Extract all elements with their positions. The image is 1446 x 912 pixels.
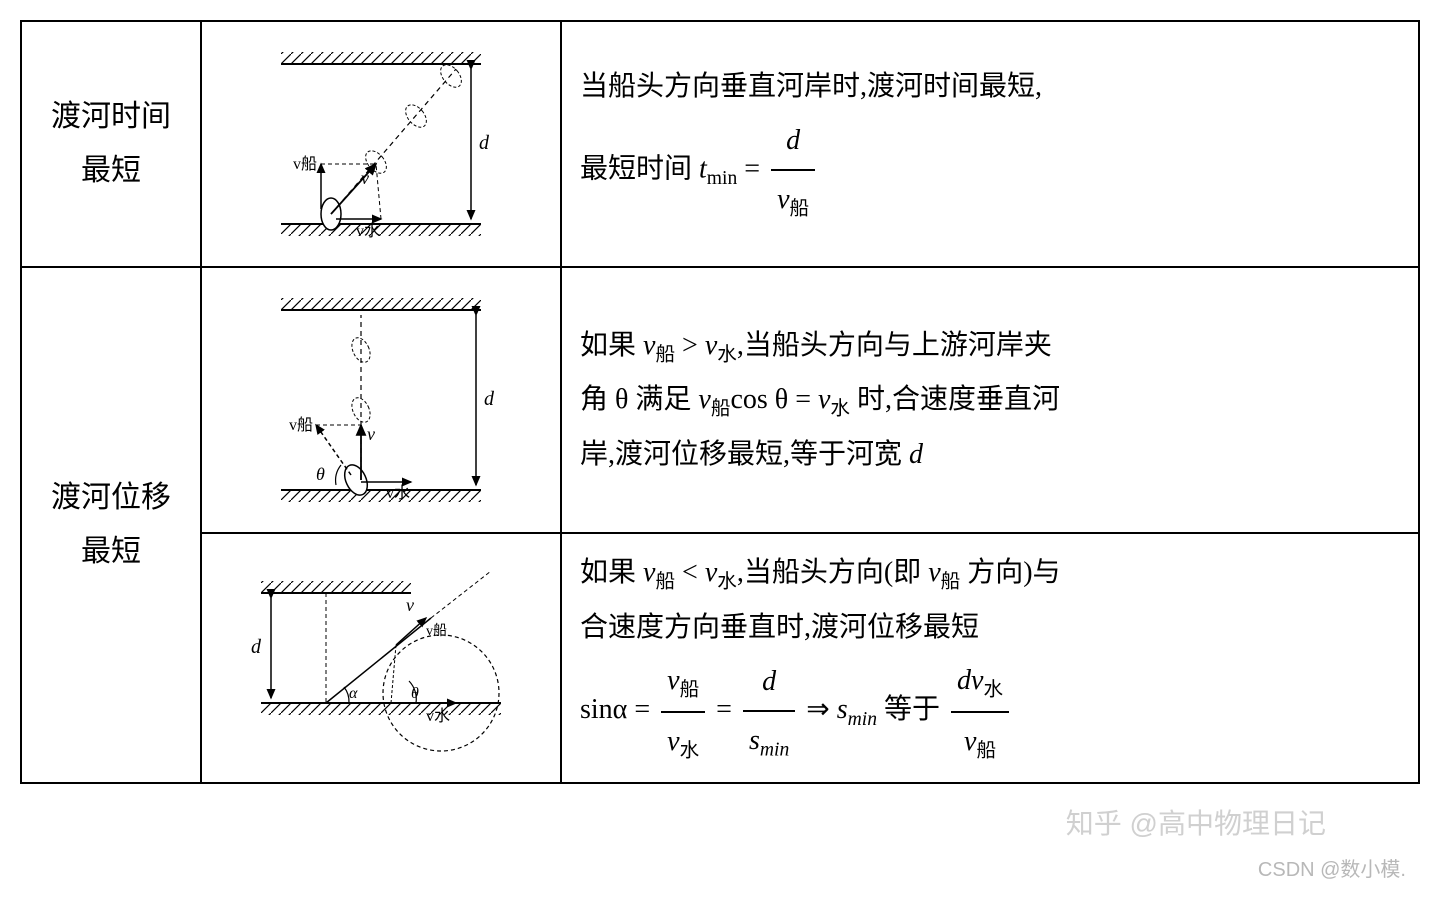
- d3-v2s: 水: [717, 572, 737, 593]
- v-boat-label: v船: [293, 155, 317, 173]
- alpha-label: α: [349, 685, 358, 702]
- header-text-1a: 渡河时间: [51, 100, 171, 133]
- fraction-3c: dv水 v船: [951, 654, 1009, 770]
- d3-l1b: ,当船头方向(即: [737, 557, 928, 588]
- header-text-2a: 渡河位移: [51, 481, 171, 514]
- frac1-num: d: [786, 125, 800, 156]
- watermark-csdn: CSDN @数小模.: [1258, 853, 1406, 882]
- diagram-1: d v船 v水 v: [241, 34, 521, 254]
- header-text-2b: 最短: [81, 535, 141, 568]
- f3b-ds: s: [749, 725, 760, 756]
- d3-ss: min: [848, 709, 877, 730]
- d2-v4: v: [818, 384, 830, 415]
- watermark-zhihu: 知乎 @高中物理日记: [1066, 802, 1326, 842]
- d3-eqt: 等于: [884, 694, 947, 725]
- tmin-var: t: [699, 153, 707, 184]
- d3-l2: 合速度方向垂直时,渡河位移最短: [580, 612, 979, 643]
- d2-v1: v: [643, 330, 655, 361]
- theta-label-3: θ: [411, 685, 419, 702]
- f3c-dv: v: [964, 726, 976, 757]
- f3a-ds: 水: [680, 740, 700, 761]
- f3a-dv: v: [667, 726, 679, 757]
- desc-1-line2a: 最短时间: [580, 153, 699, 184]
- v-boat-label-2: v船: [289, 416, 313, 434]
- diagram-3: d α v v船 v水 θ: [231, 553, 531, 763]
- diagram-2: d θ v船 v水 v: [241, 280, 521, 520]
- d2-gt: >: [675, 330, 705, 361]
- theta-label: θ: [316, 464, 325, 484]
- d3-v2: v: [705, 557, 717, 588]
- v-water-label: v水: [356, 222, 380, 240]
- header-text-1b: 最短: [81, 154, 141, 187]
- f3a-nv: v: [667, 665, 679, 696]
- f3c-nd: d: [957, 665, 971, 696]
- f3a-ns: 船: [680, 680, 700, 701]
- d3-v3s: 船: [941, 572, 961, 593]
- d3-v3: v: [928, 557, 940, 588]
- d2-cos: cos θ =: [730, 384, 818, 415]
- d2-v2s: 水: [717, 344, 737, 365]
- desc-1-line1: 当船头方向垂直河岸时,渡河时间最短,: [580, 71, 1042, 102]
- diagram-cell-1: d v船 v水 v: [201, 21, 561, 267]
- v-boat-label-3: v船: [426, 623, 447, 639]
- diagram-cell-2: d θ v船 v水 v: [201, 267, 561, 533]
- eq-sign: =: [744, 153, 767, 184]
- f3c-ds: 船: [976, 740, 996, 761]
- d-label-2: d: [484, 388, 495, 410]
- diagram-cell-3: d α v v船 v水 θ: [201, 533, 561, 783]
- fraction-1: d v船: [771, 114, 815, 228]
- frac1-den-v: v: [777, 184, 789, 215]
- d2-v4s: 水: [830, 399, 850, 420]
- d3-l1c: 方向)与: [960, 557, 1060, 588]
- f3c-ns: 水: [983, 680, 1003, 701]
- v-label-2: v: [367, 424, 375, 444]
- d3-s: s: [837, 694, 848, 725]
- d2-v2: v: [705, 330, 717, 361]
- table-row: 渡河时间 最短 d: [21, 21, 1419, 267]
- d3-eq2: =: [716, 694, 739, 725]
- d2-v3s: 船: [711, 399, 731, 420]
- d3-l1a: 如果: [580, 557, 643, 588]
- desc-cell-2: 如果 v船 > v水,当船头方向与上游河岸夹 角 θ 满足 v船cos θ = …: [561, 267, 1419, 533]
- d3-lt: <: [675, 557, 705, 588]
- d-label: d: [479, 132, 490, 154]
- fraction-3b: d smin: [743, 655, 795, 769]
- fraction-3a: v船 v水: [661, 654, 705, 770]
- d2-l2a: 角 θ 满足: [580, 384, 698, 415]
- d-label-3: d: [251, 636, 262, 658]
- d2-l2b: 时,合速度垂直河: [850, 384, 1060, 415]
- tmin-sub: min: [707, 168, 737, 189]
- physics-table: 渡河时间 最短 d: [20, 20, 1420, 784]
- d2-l3: 岸,渡河位移最短,等于河宽: [580, 439, 909, 470]
- d3-v1s: 船: [655, 572, 675, 593]
- desc-cell-1: 当船头方向垂直河岸时,渡河时间最短, 最短时间 tmin = d v船: [561, 21, 1419, 267]
- desc-cell-3: 如果 v船 < v水,当船头方向(即 v船 方向)与 合速度方向垂直时,渡河位移…: [561, 533, 1419, 783]
- d3-v1: v: [643, 557, 655, 588]
- d2-l1a: 如果: [580, 330, 643, 361]
- d2-v3: v: [698, 384, 710, 415]
- f3b-dss: min: [760, 740, 789, 761]
- row-header-2: 渡河位移 最短: [21, 267, 201, 783]
- d2-v1s: 船: [655, 344, 675, 365]
- v-water-label-2: v水: [386, 484, 410, 502]
- row-header-1: 渡河时间 最短: [21, 21, 201, 267]
- frac1-den-sub: 船: [790, 198, 810, 219]
- d3-sin: sinα =: [580, 694, 657, 725]
- table-row: d α v v船 v水 θ: [21, 533, 1419, 783]
- table-row: 渡河位移 最短 d: [21, 267, 1419, 533]
- f3b-n: d: [762, 666, 776, 697]
- d2-l1b: ,当船头方向与上游河岸夹: [737, 330, 1052, 361]
- v-water-label-3: v水: [426, 707, 450, 725]
- d3-arrow: ⇒: [806, 694, 836, 725]
- v-label-3: v: [406, 595, 414, 615]
- d2-d: d: [909, 439, 923, 470]
- f3c-nv: v: [971, 665, 983, 696]
